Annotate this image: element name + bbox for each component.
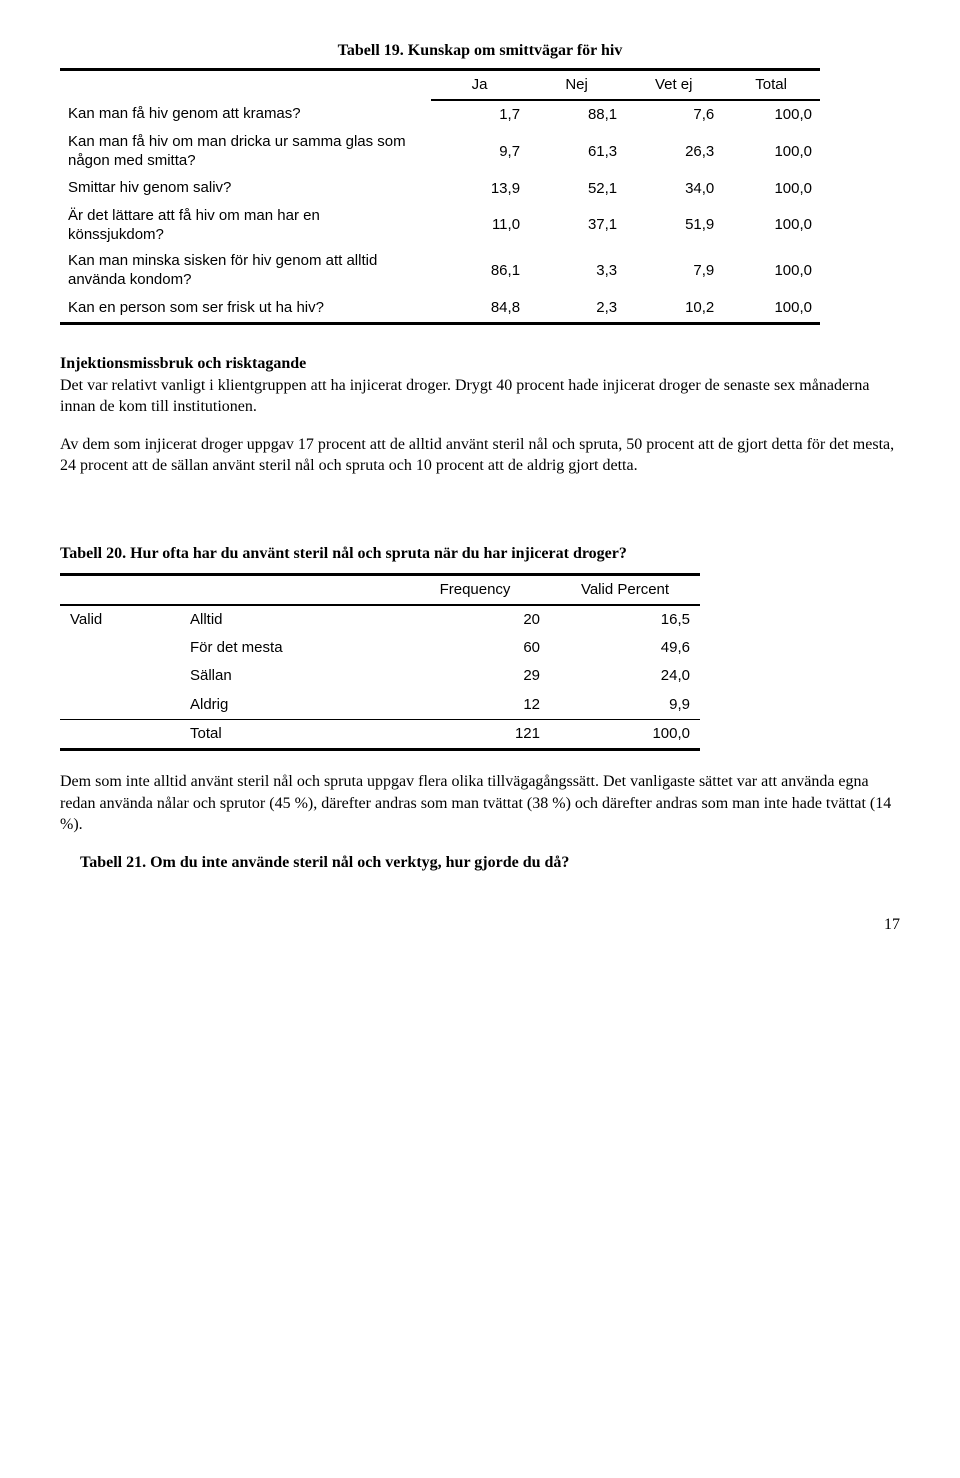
t20-h1: Frequency bbox=[400, 574, 550, 605]
table-row: Kan en person som ser frisk ut ha hiv? 8… bbox=[60, 294, 820, 324]
table19: Ja Nej Vet ej Total Kan man få hiv genom… bbox=[60, 68, 820, 326]
table-row: Kan man minska sisken för hiv genom att … bbox=[60, 248, 820, 294]
table-row: Total 121 100,0 bbox=[60, 719, 700, 749]
table-row: Sällan 29 24,0 bbox=[60, 662, 700, 690]
table21-title: Tabell 21. Om du inte använde steril nål… bbox=[80, 852, 900, 874]
table-row: Kan man få hiv genom att kramas? 1,7 88,… bbox=[60, 100, 820, 129]
table-row: Aldrig 12 9,9 bbox=[60, 691, 700, 720]
section2-p1: Dem som inte alltid använt steril nål oc… bbox=[60, 771, 900, 836]
page-number: 17 bbox=[60, 914, 900, 936]
t19-h4: Total bbox=[722, 69, 820, 100]
section1-p2: Av dem som injicerat droger uppgav 17 pr… bbox=[60, 434, 900, 477]
table-row: Smittar hiv genom saliv? 13,9 52,1 34,0 … bbox=[60, 175, 820, 203]
table-row: Kan man få hiv om man dricka ur samma gl… bbox=[60, 129, 820, 175]
table-row: Är det lättare att få hiv om man har en … bbox=[60, 203, 820, 249]
section1-body: Injektionsmissbruk och risktagande Det v… bbox=[60, 353, 900, 418]
t20-h2: Valid Percent bbox=[550, 574, 700, 605]
table20-title: Tabell 20. Hur ofta har du använt steril… bbox=[60, 543, 900, 565]
t19-h3: Vet ej bbox=[625, 69, 722, 100]
t19-h2: Nej bbox=[528, 69, 625, 100]
table19-title: Tabell 19. Kunskap om smittvägar för hiv bbox=[60, 40, 900, 62]
table20: Frequency Valid Percent Valid Alltid 20 … bbox=[60, 573, 700, 752]
section1-heading: Injektionsmissbruk och risktagande bbox=[60, 355, 306, 372]
t19-h1: Ja bbox=[431, 69, 528, 100]
table-row: För det mesta 60 49,6 bbox=[60, 634, 700, 662]
table-row: Valid Alltid 20 16,5 bbox=[60, 605, 700, 634]
